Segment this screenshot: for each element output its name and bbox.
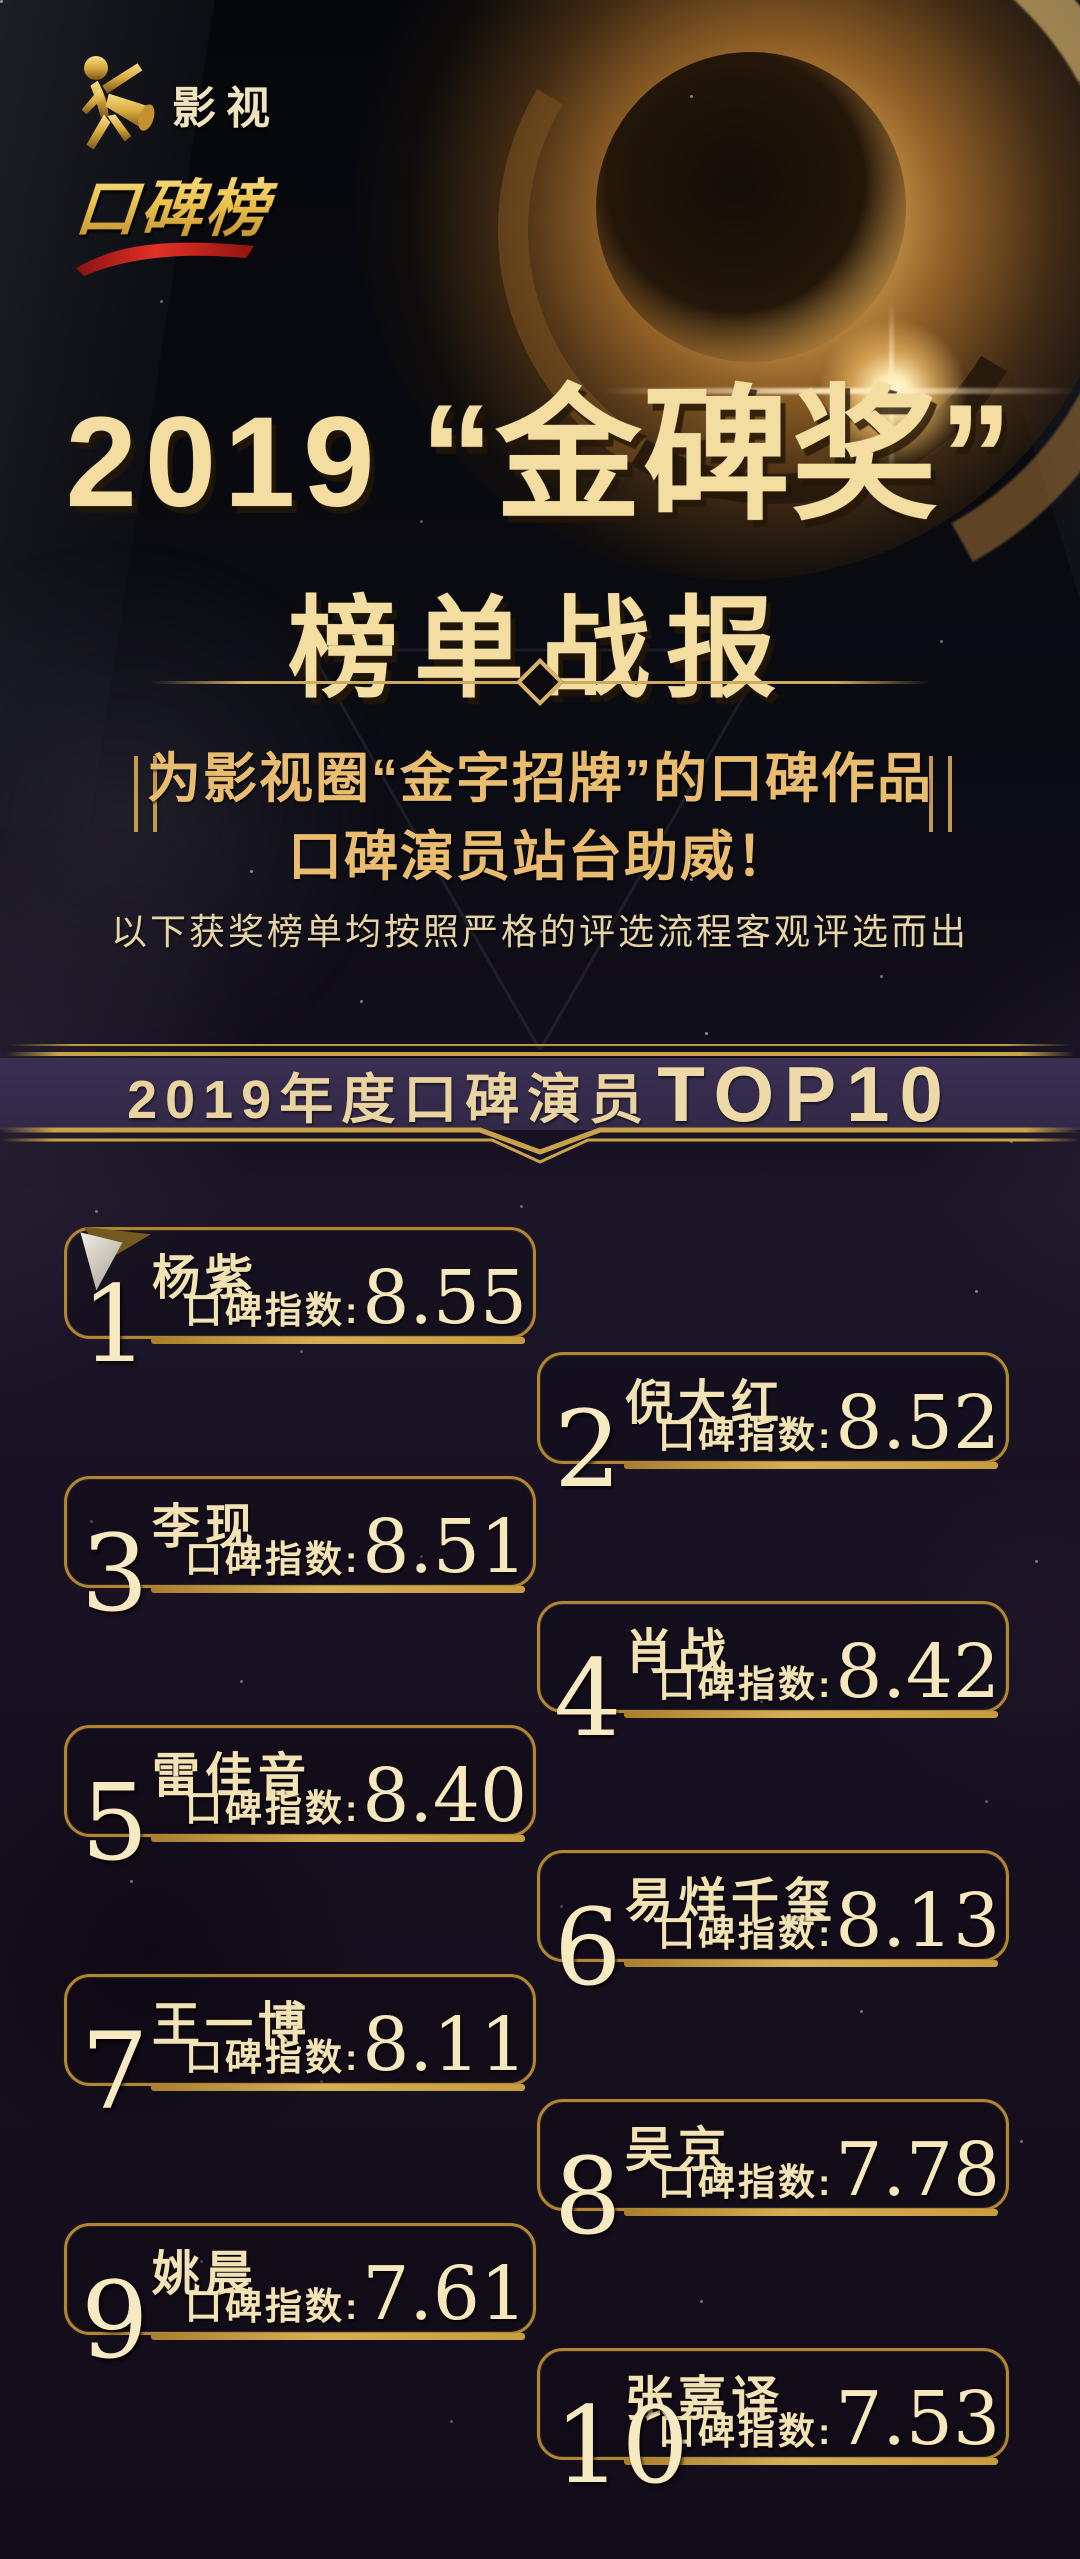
score-underline bbox=[624, 1462, 998, 1469]
trophy-core bbox=[596, 52, 906, 362]
score-label: 口碑指数: bbox=[185, 1539, 361, 1580]
ranking-card-8: 吴京 口碑指数: 7.78 8 bbox=[537, 2099, 1009, 2250]
brand-logo: 影视 口碑榜 bbox=[72, 52, 372, 283]
score-label: 口碑指数: bbox=[658, 2411, 834, 2452]
actor-name: 雷佳音 bbox=[152, 1750, 312, 1803]
actor-name: 肖战 bbox=[625, 1626, 732, 1679]
rank-number: 7 bbox=[81, 2010, 149, 2133]
actor-name: 吴京 bbox=[625, 2124, 732, 2177]
score-value: 7.53 bbox=[835, 2376, 1001, 2462]
selection-note: 以下获奖榜单均按照严格的评选流程客观评选而出 bbox=[110, 911, 969, 952]
rank-number: 5 bbox=[81, 1761, 149, 1884]
rank-number: 2 bbox=[554, 1388, 622, 1511]
score-underline bbox=[151, 1835, 525, 1842]
actor-name: 倪大红 bbox=[625, 1377, 785, 1430]
score-label: 口碑指数: bbox=[185, 2037, 361, 2078]
rank-number: 6 bbox=[554, 1886, 622, 2009]
section-header: 2019年度口碑演员 TOP10 bbox=[0, 1050, 1080, 1138]
lens-flare-streak bbox=[600, 388, 1080, 394]
score-underline bbox=[151, 1337, 525, 1344]
tagline-side-bars-right bbox=[929, 756, 952, 832]
score-value: 8.13 bbox=[835, 1878, 1001, 1964]
ranking-card-2: 倪大红 口碑指数: 8.52 2 bbox=[537, 1352, 1009, 1503]
tagline: 为影视圈“金字招牌”的口碑作品 口碑演员站台助威！ bbox=[0, 740, 1080, 897]
score-value: 8.40 bbox=[362, 1753, 528, 1839]
section-header-topline-2 bbox=[6, 1052, 1074, 1056]
logo-title: 口碑榜 bbox=[72, 158, 376, 248]
rank-number: 10 bbox=[554, 2384, 689, 2507]
score-label: 口碑指数: bbox=[185, 1788, 361, 1829]
score-underline bbox=[151, 1586, 525, 1593]
score-value: 7.78 bbox=[835, 2127, 1001, 2213]
rank-number: 9 bbox=[81, 2259, 149, 2382]
rank-number: 8 bbox=[554, 2135, 622, 2258]
actor-name: 姚晨 bbox=[152, 2248, 259, 2301]
tagline-side-bars-left bbox=[134, 756, 157, 832]
actor-name: 张嘉译 bbox=[625, 2373, 785, 2426]
ranking-card-5: 雷佳音 口碑指数: 8.40 5 bbox=[64, 1725, 536, 1876]
brand-name: 影视 bbox=[172, 84, 280, 133]
score-label: 口碑指数: bbox=[658, 2162, 834, 2203]
rank-number: 1 bbox=[81, 1263, 149, 1386]
tagline-line-1: 为影视圈“金字招牌”的口碑作品 bbox=[147, 749, 933, 809]
score-value: 8.55 bbox=[362, 1255, 528, 1341]
lens-flare-streak-vertical bbox=[889, 300, 894, 480]
rank-number: 4 bbox=[554, 1637, 622, 1760]
tagline-line-2: 口碑演员站台助威！ bbox=[288, 827, 792, 888]
ranking-card-3: 李现 口碑指数: 8.51 3 bbox=[64, 1476, 536, 1627]
score-value: 8.11 bbox=[362, 2002, 528, 2088]
score-value: 8.52 bbox=[835, 1380, 1001, 1466]
star-dots bbox=[0, 0, 3, 3]
score-underline bbox=[151, 2333, 525, 2340]
score-label: 口碑指数: bbox=[185, 2286, 361, 2327]
actor-name: 杨紫 bbox=[152, 1252, 259, 1305]
actor-name: 王一博 bbox=[152, 1999, 312, 2052]
score-label: 口碑指数: bbox=[658, 1415, 834, 1456]
score-underline bbox=[624, 2458, 998, 2465]
ranking-card-6: 易烊千玺 口碑指数: 8.13 6 bbox=[537, 1850, 1009, 2001]
mascot-trumpeter-icon bbox=[81, 56, 155, 150]
title-award-name: “金碑奖” bbox=[420, 374, 1015, 537]
score-underline bbox=[624, 1960, 998, 1967]
actor-name: 李现 bbox=[152, 1501, 259, 1554]
score-underline bbox=[624, 2209, 998, 2216]
ranking-card-9: 姚晨 口碑指数: 7.61 9 bbox=[64, 2223, 536, 2374]
score-label: 口碑指数: bbox=[658, 1664, 834, 1705]
ranking-card-10: 张嘉译 口碑指数: 7.53 10 bbox=[537, 2348, 1009, 2499]
page-title: 2019 “金碑奖” 榜单战报 bbox=[0, 338, 1080, 719]
score-value: 8.51 bbox=[362, 1504, 528, 1590]
section-title-top10: TOP10 bbox=[657, 1049, 953, 1138]
score-value: 7.61 bbox=[362, 2251, 528, 2337]
score-underline bbox=[151, 2084, 525, 2091]
score-underline bbox=[624, 1711, 998, 1718]
title-year: 2019 bbox=[65, 391, 383, 534]
section-header-topline bbox=[10, 1044, 1070, 1046]
score-label: 口碑指数: bbox=[185, 1290, 361, 1331]
hero-background bbox=[0, 0, 1080, 1050]
rank-number: 3 bbox=[81, 1512, 149, 1635]
score-value: 8.42 bbox=[835, 1629, 1001, 1715]
ranking-card-7: 王一博 口碑指数: 8.11 7 bbox=[64, 1974, 536, 2125]
red-ribbon-icon bbox=[76, 242, 254, 276]
actor-name: 易烊千玺 bbox=[625, 1875, 838, 1928]
section-title-cn: 2019年度口碑演员 bbox=[127, 1069, 652, 1130]
ranking-card-1: 杨紫 口碑指数: 8.55 1 bbox=[64, 1227, 536, 1378]
score-label: 口碑指数: bbox=[658, 1913, 834, 1954]
section-header-chevron-icon bbox=[0, 1127, 1080, 1164]
ranking-card-4: 肖战 口碑指数: 8.42 4 bbox=[537, 1601, 1009, 1752]
